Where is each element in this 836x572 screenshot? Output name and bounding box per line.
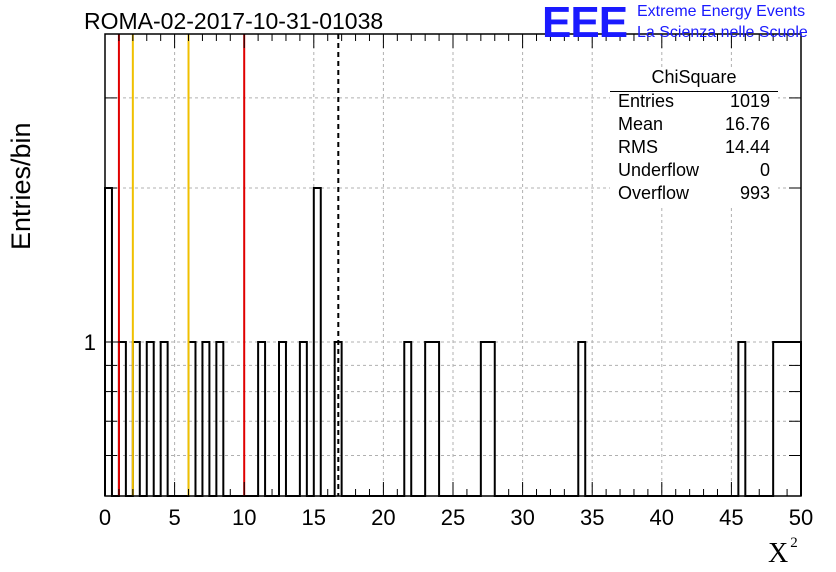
x-tick-label: 20	[371, 505, 395, 530]
stats-row-mean: Mean 16.76	[618, 114, 770, 137]
stats-key: Overflow	[618, 183, 690, 203]
tick-labels: 0 5 10 15 20 25 30 35 40 45 50 1	[84, 330, 813, 530]
stats-title: ChiSquare	[651, 67, 737, 87]
stats-value: 993	[739, 183, 770, 203]
stats-row-entries: Entries 1019	[618, 91, 770, 114]
stats-value: 1019	[729, 91, 770, 111]
logo-line-1: Extreme Energy Events	[637, 3, 806, 20]
logo-line-2: La Scienza nelle Scuole	[637, 24, 808, 41]
x-tick-label: 5	[168, 505, 180, 530]
stats-value: 16.76	[724, 114, 770, 134]
x-tick-label: 15	[302, 505, 326, 530]
stats-row-rms: RMS 14.44	[618, 137, 770, 160]
x-axis-label-superscript: 2	[790, 535, 798, 551]
stats-box: ChiSquare Entries 1019 Mean 16.76 RMS 14…	[610, 67, 778, 208]
x-tick-label: 40	[650, 505, 674, 530]
stats-key: Mean	[618, 114, 664, 134]
stats-row-overflow: Overflow 993	[618, 183, 770, 206]
stats-value: 0	[759, 160, 770, 180]
stats-key: Underflow	[618, 160, 700, 180]
x-axis-label-text: X	[768, 538, 789, 569]
stats-key: RMS	[618, 137, 658, 157]
stats-divider	[610, 91, 778, 92]
y-axis-label: Entries/bin	[6, 122, 36, 250]
x-tick-label: 45	[719, 505, 743, 530]
marker-lines	[117, 34, 340, 496]
stats-row-underflow: Underflow 0	[618, 160, 770, 183]
x-tick-label: 0	[99, 505, 111, 530]
chart-title: ROMA-02-2017-10-31-01038	[84, 8, 384, 34]
stats-key: Entries	[618, 91, 675, 111]
x-tick-label: 30	[510, 505, 534, 530]
x-tick-label: 35	[580, 505, 604, 530]
x-tick-label: 25	[441, 505, 465, 530]
eee-logo: EEE	[542, 0, 628, 47]
stats-value: 14.44	[724, 137, 770, 157]
x-tick-label: 50	[789, 505, 813, 530]
axis-ticks	[104, 33, 802, 497]
y-tick-label: 1	[84, 330, 96, 355]
x-tick-label: 10	[232, 505, 256, 530]
